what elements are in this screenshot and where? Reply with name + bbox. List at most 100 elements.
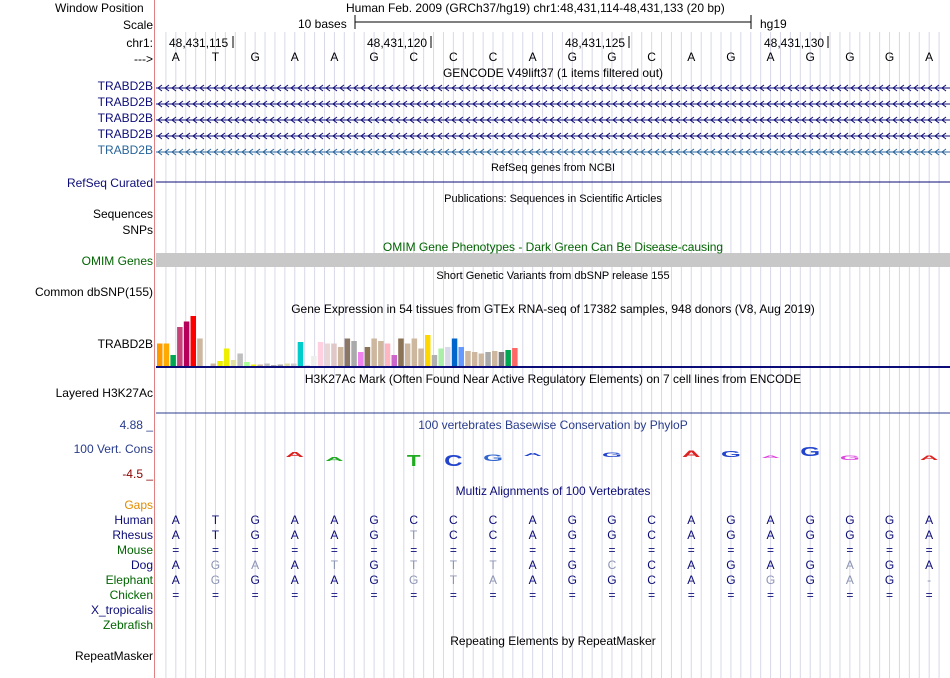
alignment-base: A: [251, 558, 260, 572]
gencode-item-label[interactable]: TRABD2B: [97, 143, 153, 157]
multiz-species-label[interactable]: Human: [114, 513, 153, 527]
alignment-base: A: [171, 513, 180, 527]
alignment-base: C: [647, 528, 656, 542]
omim-track-label[interactable]: OMIM Genes: [81, 254, 153, 268]
gtex-tissue-bar: [505, 350, 511, 366]
multiz-species-label[interactable]: X_tropicalis: [90, 603, 153, 617]
alignment-base: G: [409, 573, 419, 587]
scale-text: 10 bases: [298, 17, 347, 31]
multiz-species-label[interactable]: Rhesus: [112, 528, 153, 542]
phylop-logo-letter: A: [523, 452, 541, 457]
alignment-base: A: [845, 558, 854, 572]
h3k27ac-track-label[interactable]: Layered H3K27Ac: [55, 386, 153, 400]
gencode-item-label[interactable]: TRABD2B: [97, 79, 153, 93]
alignment-base: A: [290, 528, 299, 542]
alignment-base: -: [927, 573, 932, 587]
gtex-tissue-bar: [257, 364, 263, 366]
gtex-tissue-bar: [391, 355, 397, 366]
phylop-logo-letter: A: [761, 454, 779, 459]
multiz-species-label[interactable]: Chicken: [109, 588, 153, 602]
multiz-gaps-label[interactable]: Gaps: [124, 498, 153, 512]
alignment-base: =: [767, 543, 775, 557]
phylop-logo-letter: A: [325, 456, 343, 462]
phylop-logo-letter: A: [286, 450, 305, 458]
base-letter: G: [726, 50, 736, 64]
base-letter: A: [925, 50, 934, 64]
alignment-base: G: [726, 528, 736, 542]
alignment-base: G: [250, 513, 260, 527]
gtex-track-label[interactable]: TRABD2B: [97, 337, 153, 351]
alignment-base: G: [805, 558, 815, 572]
gtex-tissue-bar: [512, 348, 518, 366]
alignment-base: =: [727, 588, 735, 602]
phylop-track-label[interactable]: 100 Vert. Cons: [73, 442, 153, 456]
publications-track-title: Publications: Sequences in Scientific Ar…: [444, 193, 662, 205]
alignment-base: G: [845, 513, 855, 527]
gtex-tissue-bar: [304, 365, 310, 366]
alignment-base: =: [211, 543, 219, 557]
alignment-base: A: [766, 558, 775, 572]
alignment-base: =: [172, 588, 180, 602]
strand-arrow-label[interactable]: --->: [134, 52, 153, 66]
dbsnp-track-title: Short Genetic Variants from dbSNP releas…: [436, 270, 670, 282]
alignment-base: T: [410, 558, 418, 572]
multiz-species-label[interactable]: Mouse: [116, 543, 153, 557]
refseq-track-label[interactable]: RefSeq Curated: [66, 176, 153, 190]
position-tick-label: 48,431,130: [764, 36, 825, 50]
alignment-base: =: [449, 588, 457, 602]
multiz-species-label[interactable]: Zebrafish: [102, 618, 153, 632]
alignment-base: A: [528, 513, 537, 527]
alignment-base: A: [330, 528, 339, 542]
window-position-value[interactable]: Human Feb. 2009 (GRCh37/hg19) chr1:48,43…: [346, 1, 725, 15]
strand-chevrons: [157, 100, 947, 108]
alignment-base: A: [687, 528, 696, 542]
gencode-track-title: GENCODE V49lift37 (1 items filtered out): [442, 66, 664, 80]
gencode-item-label[interactable]: TRABD2B: [97, 95, 153, 109]
gtex-tissue-bar: [498, 352, 505, 366]
phylop-min-label: -4.5 _: [122, 467, 153, 481]
alignment-base: =: [727, 543, 735, 557]
alignment-base: A: [766, 528, 775, 542]
alignment-base: G: [210, 558, 221, 572]
gtex-tissue-bar: [398, 338, 404, 366]
alignment-base: =: [568, 543, 576, 557]
alignment-base: G: [805, 528, 815, 542]
alignment-base: =: [568, 588, 576, 602]
publications-sequences-label[interactable]: Sequences: [92, 207, 153, 221]
alignment-base: =: [806, 543, 814, 557]
alignment-base: G: [567, 573, 577, 587]
gencode-item-label[interactable]: TRABD2B: [97, 111, 153, 125]
alignment-base: T: [449, 573, 458, 587]
alignment-base: A: [171, 528, 180, 542]
gtex-tissue-bar: [404, 343, 411, 366]
alignment-base: G: [805, 573, 815, 587]
omim-bar: [156, 253, 950, 267]
phylop-logo-letter: G: [602, 451, 622, 458]
gtex-tissue-bar: [291, 363, 297, 366]
alignment-base: T: [449, 558, 458, 572]
multiz-species-label[interactable]: Elephant: [105, 573, 153, 587]
gencode-item-label[interactable]: TRABD2B: [97, 127, 153, 141]
alignment-base: A: [290, 573, 299, 587]
gtex-tissue-bar: [210, 363, 217, 366]
alignment-base: T: [211, 528, 220, 542]
gtex-tissue-bar: [230, 360, 237, 366]
publications-snps-label[interactable]: SNPs: [122, 223, 153, 237]
alignment-base: =: [846, 543, 854, 557]
alignment-base: =: [648, 543, 656, 557]
alignment-base: G: [884, 513, 895, 527]
multiz-species-label[interactable]: Dog: [130, 558, 153, 572]
phylop-max-label: 4.88 _: [119, 418, 153, 432]
repeatmasker-track-title: Repeating Elements by RepeatMasker: [450, 634, 656, 648]
alignment-base: =: [687, 588, 695, 602]
gtex-tissue-bar: [250, 364, 257, 366]
alignment-base: A: [489, 573, 498, 587]
dbsnp-track-label[interactable]: Common dbSNP(155): [34, 285, 153, 299]
gtex-tissue-bar: [244, 362, 250, 366]
repeatmasker-track-label[interactable]: RepeatMasker: [74, 649, 153, 663]
alignment-base: A: [528, 558, 537, 572]
gtex-tissue-bar: [445, 347, 451, 366]
chrom-label[interactable]: chr1:: [126, 36, 153, 50]
alignment-base: =: [886, 588, 894, 602]
alignment-base: =: [846, 588, 854, 602]
